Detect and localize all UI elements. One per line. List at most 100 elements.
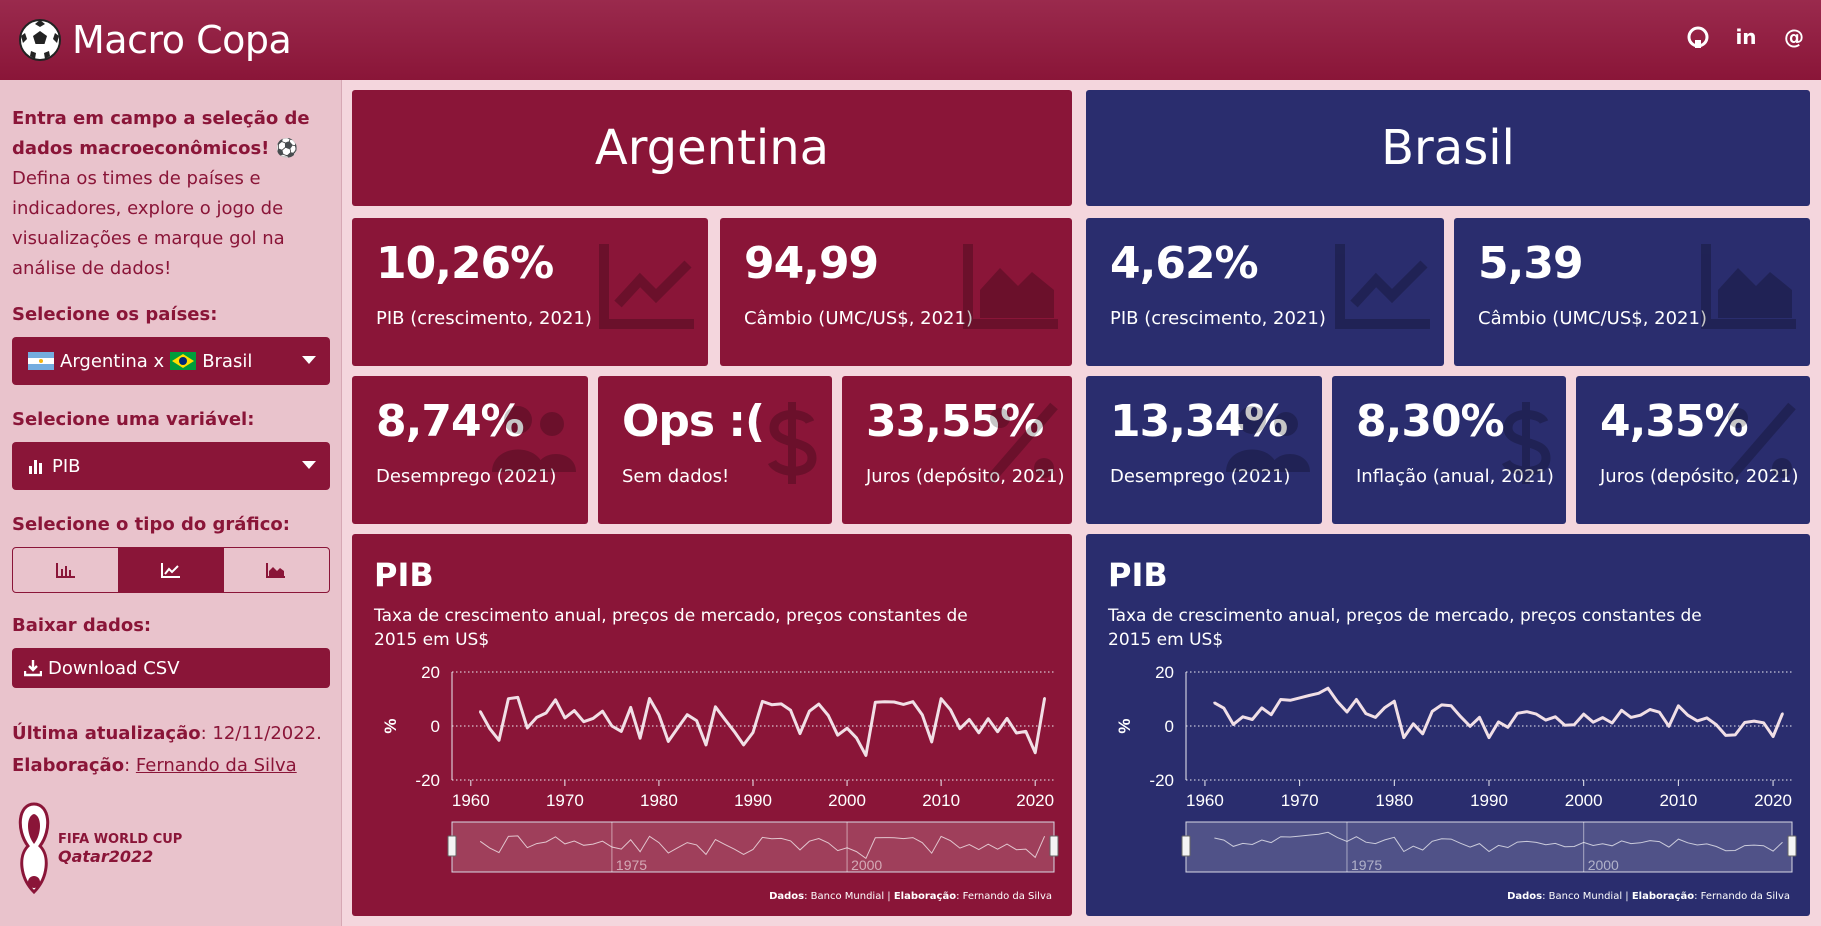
navigator-handle-right[interactable]	[1787, 835, 1797, 857]
chart-type-area-button[interactable]	[224, 548, 329, 592]
data-point	[1733, 733, 1737, 737]
data-point	[1222, 706, 1226, 710]
brasil-value-box-exchange: 5,39 Câmbio (UMC/US$, 2021)	[1454, 218, 1810, 366]
argentina-line-chart[interactable]: 20 0 -20% 1960 1970 1980 1990 2000 2010 2020 1975 2…	[352, 534, 1072, 916]
world-cup-logo: FIFA WORLD CUP Qatar2022	[14, 800, 182, 896]
data-point	[751, 731, 755, 734]
data-point	[582, 720, 585, 723]
navigator-window	[451, 821, 1055, 873]
y-axis-label: %	[1115, 718, 1134, 733]
data-point	[1478, 716, 1481, 719]
chart-source: Dados: Banco Mundial | Elaboração: Ferna…	[769, 891, 1052, 902]
data-point	[573, 709, 576, 712]
x-tick-label: 1990	[734, 791, 772, 810]
data-point	[1251, 718, 1254, 721]
y-tick-label: 0	[1165, 717, 1174, 736]
data-point	[1043, 696, 1046, 700]
data-point	[817, 702, 821, 706]
data-point	[958, 727, 962, 730]
data-point	[1298, 696, 1301, 700]
navigator-line	[1214, 831, 1783, 853]
range-navigator[interactable]: 1975 2000	[447, 821, 1059, 873]
data-point	[1582, 712, 1585, 716]
data-point	[554, 698, 557, 702]
chart-source: Dados: Banco Mundial | Elaboração: Ferna…	[1507, 891, 1790, 902]
line-chart-icon	[160, 563, 180, 578]
value-box-label: Câmbio (UMC/US$, 2021)	[744, 308, 973, 329]
argentina-flag-icon	[28, 352, 54, 370]
data-point	[497, 739, 501, 742]
data-point	[638, 736, 642, 740]
sidebar: Entra em campo a seleção de dados macroe…	[0, 80, 342, 926]
chevron-down-icon	[302, 461, 316, 469]
chart-type-line-button[interactable]	[118, 548, 224, 592]
dollar-icon	[1501, 402, 1551, 484]
data-point	[1610, 721, 1614, 725]
countries-select[interactable]: Argentina x Brasil	[12, 337, 330, 385]
app-header: Macro Copa in @	[0, 0, 1821, 80]
value-box-label: PIB (crescimento, 2021)	[376, 308, 592, 329]
data-point	[563, 716, 567, 720]
data-point	[1601, 716, 1604, 719]
data-point	[704, 743, 708, 747]
x-tick-label: 1990	[1470, 791, 1508, 810]
data-point	[1629, 716, 1633, 719]
chart-type-bar-button[interactable]	[13, 548, 118, 592]
x-tick-label: 1960	[452, 791, 490, 810]
linkedin-icon[interactable]: in	[1735, 25, 1757, 49]
world-cup-emblem-icon	[18, 802, 50, 895]
data-point	[996, 730, 999, 733]
value-box-label: Desemprego (2021)	[1110, 466, 1291, 487]
data-point	[1440, 703, 1443, 707]
data-point	[968, 718, 971, 721]
value-box-label: Câmbio (UMC/US$, 2021)	[1478, 308, 1707, 329]
data-point	[1393, 699, 1396, 703]
value-box-value: 33,55%	[866, 396, 1044, 447]
brasil-line-chart[interactable]: 20 0 -20% 1960 1970 1980 1990 2000 2010 2020 1975 2…	[1086, 534, 1810, 916]
data-point	[601, 709, 604, 713]
y-axis-label: %	[381, 718, 400, 733]
navigator-handle-right[interactable]	[1049, 835, 1059, 857]
chart-type-buttons	[12, 547, 330, 593]
dollar-icon	[767, 402, 817, 484]
download-csv-button[interactable]: Download CSV	[12, 648, 330, 688]
range-navigator[interactable]: 1975 2000	[1181, 821, 1797, 873]
brasil-value-box-inflation: 8,30% Inflação (anual, 2021)	[1332, 376, 1566, 524]
data-point	[695, 719, 698, 722]
email-icon[interactable]: @	[1784, 25, 1804, 49]
variable-label: Selecione uma variável:	[12, 409, 255, 430]
argentina-value-box-interest: 33,55% Juros (depósito, 2021)	[842, 376, 1072, 524]
data-point	[1724, 734, 1727, 737]
data-point	[544, 711, 548, 715]
data-point	[1705, 716, 1708, 720]
world-cup-text: FIFA WORLD CUP Qatar2022	[58, 832, 183, 866]
data-point	[883, 700, 886, 703]
data-point	[526, 726, 529, 730]
y-tick-label: 0	[431, 717, 440, 736]
data-point	[827, 714, 830, 717]
y-tick-label: -20	[1149, 771, 1174, 790]
data-point	[1421, 732, 1424, 736]
country-b: Brasil	[202, 350, 253, 372]
x-tick-label: 2000	[1565, 791, 1603, 810]
percent-icon	[1724, 402, 1796, 484]
github-icon[interactable]	[1685, 24, 1711, 50]
argentina-value-box-inflation: Ops :( Sem dados!	[598, 376, 832, 524]
navigator-handle-left[interactable]	[1181, 835, 1191, 857]
data-point	[1554, 715, 1557, 719]
variable-select[interactable]: PIB	[12, 442, 330, 490]
bar-chart-icon	[55, 563, 75, 578]
x-tick-label: 1980	[1375, 791, 1413, 810]
navigator-handle-left[interactable]	[447, 835, 457, 857]
data-point	[1544, 718, 1548, 722]
data-point	[1213, 701, 1216, 704]
data-point	[1288, 699, 1292, 702]
data-point	[1771, 735, 1775, 738]
author-link[interactable]: Fernando da Silva	[135, 755, 297, 776]
value-box-value: 4,62%	[1110, 238, 1259, 289]
navigator-tick-label: 1975	[1351, 857, 1382, 873]
data-point	[798, 732, 802, 735]
data-point	[1563, 723, 1566, 727]
data-point	[1686, 714, 1690, 717]
data-point	[986, 717, 990, 720]
